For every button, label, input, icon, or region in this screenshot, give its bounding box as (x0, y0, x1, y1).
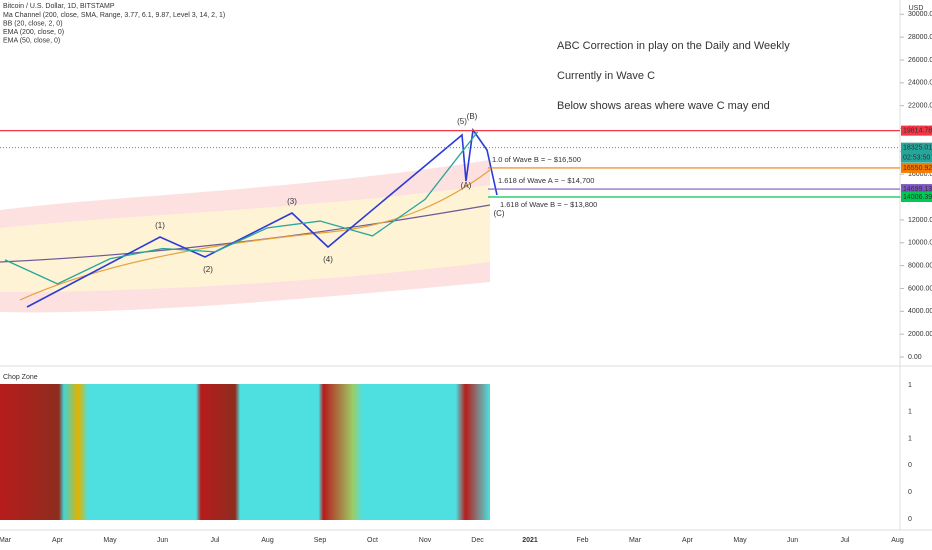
y-tick-label: 4000.00 (908, 308, 932, 315)
level-label: 14699.13 (903, 186, 932, 193)
wave-label: (3) (287, 197, 297, 206)
level-tag (901, 162, 932, 173)
y-tick-label: 28000.00 (908, 34, 932, 41)
x-tick-label: Mar (0, 537, 12, 544)
countdown-label: 02:53:50 (903, 155, 930, 162)
indicator-legend: Ma Channel (200, close, SMA, Range, 3.77… (3, 12, 225, 19)
wave-label: (2) (203, 265, 213, 274)
wave-label: (1) (155, 221, 165, 230)
y-tick-label: 24000.00 (908, 80, 932, 87)
annotation: 1.0 of Wave B = ~ $16,500 (492, 155, 581, 164)
x-tick-label: Oct (367, 537, 378, 544)
annotation: 1.618 of Wave A = ~ $14,700 (498, 176, 594, 185)
level-tag (901, 184, 932, 195)
level-label: 16550.92 (903, 165, 932, 172)
y-tick-label: 10000.00 (908, 240, 932, 247)
currency: USD (909, 5, 924, 12)
indicator-legend: EMA (200, close, 0) (3, 29, 64, 36)
y-tick-label: 22000.00 (908, 103, 932, 110)
price-line (4, 131, 479, 285)
chop-zone (0, 384, 490, 520)
annotation: ABC Correction in play on the Daily and … (557, 40, 790, 52)
sub-tick-label: 1 (908, 409, 912, 416)
x-tick-label: Nov (419, 537, 432, 544)
ema-200 (0, 204, 491, 263)
x-tick-label: Apr (682, 537, 694, 544)
annotation: Currently in Wave C (557, 70, 655, 82)
x-tick-label: May (733, 537, 747, 544)
indicator-legend: EMA (50, close, 0) (3, 37, 60, 44)
x-tick-label: Jul (841, 537, 850, 544)
x-tick-label: Feb (576, 537, 588, 544)
ema-50 (19, 169, 491, 301)
wave-label: (B) (467, 112, 478, 121)
annotation: Below shows areas where wave C may end (557, 100, 770, 112)
x-tick-label: Sep (314, 537, 327, 544)
y-tick-label: 8000.00 (908, 262, 932, 269)
sub-tick-label: 1 (908, 382, 912, 389)
wave-line (26, 127, 498, 308)
last-price-label: 18325.01 (903, 145, 932, 152)
x-tick-label: Dec (471, 537, 484, 544)
y-tick-label: 30000.00 (908, 11, 932, 18)
sub-tick-label: 1 (908, 435, 912, 442)
level-label: 14006.39 (903, 194, 932, 201)
sub-tick-label: 0 (908, 516, 912, 523)
x-tick-label: Aug (891, 537, 904, 544)
wave-label: (C) (493, 209, 504, 218)
chart-title: Bitcoin / U.S. Dollar, 1D, BITSTAMP (3, 3, 115, 10)
x-tick-label: Mar (629, 537, 642, 544)
annotation: 1.618 of Wave B = ~ $13,800 (500, 200, 597, 209)
wave-label: (A) (461, 181, 472, 190)
wave-label: (4) (323, 255, 333, 264)
x-tick-label: Jun (157, 537, 168, 544)
x-tick-label: 2021 (522, 537, 538, 544)
x-tick-label: Aug (261, 537, 274, 544)
y-tick-label: 0.00 (908, 354, 922, 361)
x-tick-label: Jun (787, 537, 798, 544)
x-tick-label: Jul (211, 537, 220, 544)
y-tick-label: 16000.00 (908, 171, 932, 178)
y-tick-label: 12000.00 (908, 217, 932, 224)
x-tick-label: Apr (52, 537, 64, 544)
y-tick-label: 6000.00 (908, 285, 932, 292)
level-label: 19814.78 (903, 127, 932, 134)
last-price-tag (901, 142, 932, 163)
sub-tick-label: 0 (908, 462, 912, 469)
y-tick-label: 26000.00 (908, 57, 932, 64)
level-tag (901, 125, 932, 136)
x-tick-label: May (103, 537, 117, 544)
sub-tick-label: 0 (908, 489, 912, 496)
y-tick-label: 2000.00 (908, 331, 932, 338)
wave-label: (5) (457, 117, 467, 126)
level-tag (901, 191, 932, 202)
sub-title: Chop Zone (3, 374, 38, 381)
indicator-legend: BB (20, close, 2, 0) (3, 20, 63, 27)
